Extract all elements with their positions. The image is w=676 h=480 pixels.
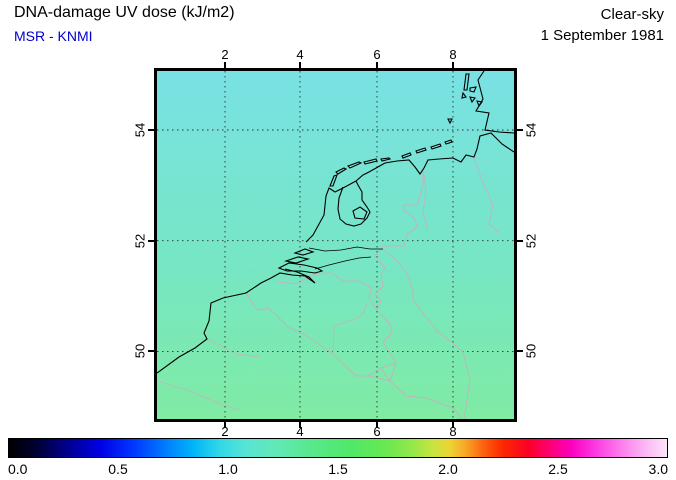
coast-holland-german-bight [305,132,514,243]
lon-label-top: 8 [449,47,457,62]
axis-tick [452,422,454,428]
lat-label-right: 54 [523,122,539,138]
axis-tick [517,240,523,242]
colorbar-label: 0.5 [108,461,128,477]
axis-tick [299,62,301,68]
axis-tick [148,129,154,131]
zeeland-islands [277,248,324,274]
colorbar-label: 2.5 [548,461,568,477]
map-canvas [157,71,514,419]
axis-tick [148,350,154,352]
colorbar-label: 3.0 [648,461,668,477]
colorbar-label: 1.5 [328,461,348,477]
rivers-delta [308,246,383,270]
coastline [157,71,514,374]
lon-label-bottom: 8 [449,424,457,439]
map-frame [154,68,517,422]
axis-tick [517,129,523,131]
lon-label-top: 4 [296,47,304,62]
rivers [159,156,500,419]
axis-tick [452,62,454,68]
coast-schleswig [475,71,514,134]
header-right: Clear-sky 1 September 1981 [541,4,664,46]
axis-tick [376,62,378,68]
ijsselmeer-lake [337,180,371,227]
lon-label-top: 6 [373,47,381,62]
axis-tick [376,422,378,428]
lat-label-left: 54 [132,122,148,138]
axis-tick [224,62,226,68]
condition-label: Clear-sky [600,6,664,23]
lat-label-right: 50 [523,343,539,359]
lon-label-bottom: 4 [296,424,304,439]
wadden-islands [329,139,453,187]
source-label: MSR - KNMI [14,28,93,44]
date-label: 1 September 1981 [540,27,664,44]
colorbar-label: 0.0 [8,461,28,477]
lon-label-bottom: 6 [373,424,381,439]
colorbar-label: 2.0 [438,461,458,477]
coast-continental [157,268,316,374]
lat-label-left: 52 [132,233,148,249]
country-borders [245,168,463,419]
lon-label-bottom: 2 [221,424,229,439]
uv-dose-field [157,71,514,419]
axis-tick [148,240,154,242]
axis-tick [517,350,523,352]
lat-label-right: 52 [523,233,539,249]
colorbar [8,438,668,458]
lat-label-left: 50 [132,343,148,359]
north-frisian-islands [461,73,483,108]
flevoland-polder [352,206,368,220]
lon-label-top: 2 [221,47,229,62]
axis-tick [299,422,301,428]
helgoland-island [447,118,453,125]
axis-tick [224,422,226,428]
page-title: DNA-damage UV dose (kJ/m2) [14,4,235,21]
grid-lines [157,71,514,419]
colorbar-label: 1.0 [218,461,238,477]
